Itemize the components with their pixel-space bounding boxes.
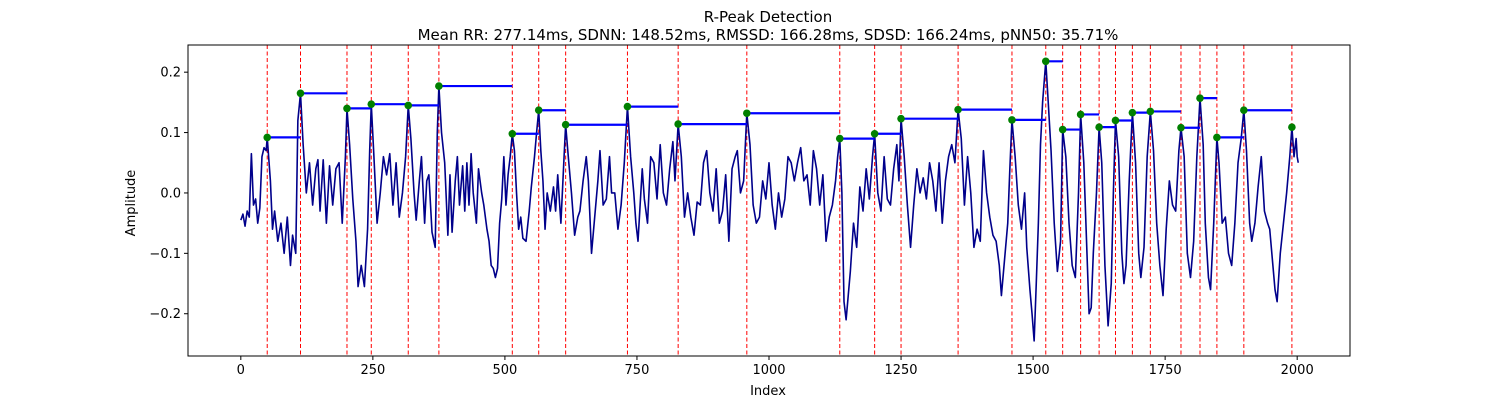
peak-marker-14	[897, 114, 905, 123]
peak-marker-0	[263, 133, 272, 142]
peak-marker-22	[1128, 108, 1137, 117]
peak-marker-23	[1146, 107, 1155, 116]
peak-marker-9	[623, 102, 632, 111]
x-tick-label-6: 1500	[1017, 363, 1050, 378]
peak-marker-28	[1288, 123, 1296, 131]
ecg-signal-line	[240, 60, 1300, 342]
peak-marker-10	[674, 120, 682, 128]
y-tick-label-2: 0.0	[160, 186, 181, 201]
peak-marker-8	[561, 120, 570, 129]
peak-marker-15	[954, 105, 962, 114]
peak-marker-19	[1076, 110, 1085, 119]
x-axis-ticks: 0 250 500 750 1000 1250 1500 1750 2000	[237, 356, 1314, 378]
peak-marker-21	[1111, 116, 1120, 125]
peak-marker-25	[1196, 94, 1204, 102]
peak-marker-3	[367, 100, 376, 108]
y-tick-label-1: −0.1	[149, 247, 181, 262]
peak-marker-7	[534, 106, 543, 115]
chart-title: R-Peak Detection	[704, 8, 832, 26]
peak-marker-1	[296, 89, 305, 98]
y-axis-ticks: −0.2 −0.1 0.0 0.1 0.2	[149, 66, 188, 322]
y-tick-label-0: −0.2	[149, 307, 181, 322]
y-tick-label-3: 0.1	[160, 126, 181, 141]
peak-marker-12	[835, 134, 844, 143]
peak-marker-5	[435, 82, 443, 90]
x-tick-label-5: 1250	[884, 363, 917, 378]
x-tick-label-0: 0	[237, 363, 245, 378]
x-tick-label-2: 500	[492, 363, 517, 378]
x-axis-label: Index	[750, 384, 786, 399]
x-tick-label-7: 1750	[1149, 363, 1182, 378]
peak-marker-26	[1213, 133, 1221, 142]
peak-marker-17	[1041, 57, 1050, 66]
peak-marker-27	[1240, 106, 1248, 115]
x-tick-label-1: 250	[360, 363, 385, 378]
chart-subtitle: Mean RR: 277.14ms, SDNN: 148.52ms, RMSSD…	[418, 26, 1119, 44]
peak-marker-20	[1095, 123, 1103, 131]
plot-area	[187, 44, 1351, 357]
peak-marker-18	[1058, 125, 1067, 134]
y-axis-label: Amplitude	[124, 170, 139, 237]
peak-marker-4	[404, 101, 413, 110]
peak-marker-16	[1008, 116, 1016, 124]
peak-marker-6	[508, 129, 517, 138]
x-tick-label-8: 2000	[1281, 363, 1314, 378]
x-tick-label-4: 1000	[752, 363, 785, 378]
peak-marker-11	[743, 109, 751, 118]
y-tick-label-4: 0.2	[160, 66, 181, 81]
x-tick-label-3: 750	[625, 363, 650, 378]
peak-marker-24	[1177, 123, 1185, 132]
peak-marker-2	[343, 104, 351, 113]
peak-marker-13	[870, 129, 879, 138]
